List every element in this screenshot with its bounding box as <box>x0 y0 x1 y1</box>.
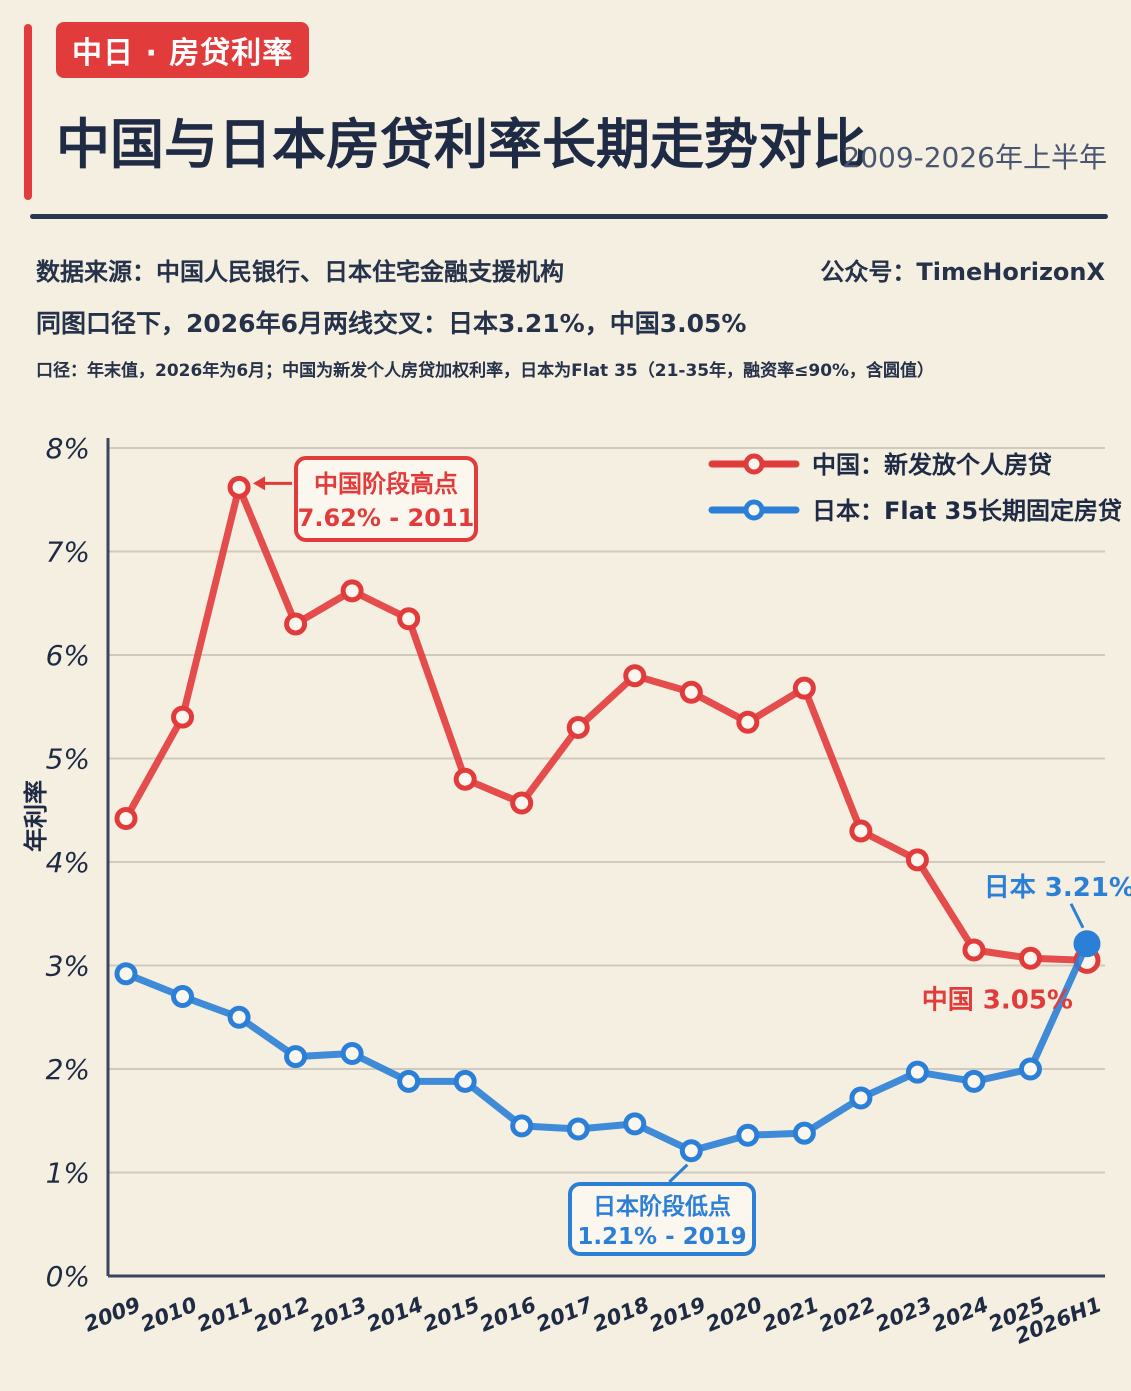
x-tick-label: 2010 <box>137 1292 200 1336</box>
x-tick-labels: 2009201020112012201320142015201620172018… <box>81 1292 1105 1348</box>
annotation-label: 中国阶段高点 <box>314 470 458 498</box>
x-tick-label: 2009 <box>81 1292 144 1336</box>
data-point <box>1073 930 1101 958</box>
data-point <box>679 1139 703 1163</box>
account-label: 公众号：TimeHorizonX <box>820 258 1105 286</box>
x-tick-label: 2014 <box>363 1292 426 1336</box>
data-point <box>1018 946 1042 970</box>
data-point <box>171 985 195 1009</box>
data-point <box>736 710 760 734</box>
legend-entry: 日本：Flat 35长期固定房贷 <box>812 497 1122 525</box>
annotation-box-japan-trough <box>568 1182 756 1256</box>
x-tick-label: 2017 <box>533 1292 597 1336</box>
axes: 年利率 <box>22 438 1105 1278</box>
data-point <box>114 962 138 986</box>
data-point <box>453 767 477 791</box>
annotations: 中国阶段高点 7.62% - 2011 日本阶段低点 1.21% - 2019 日本 3… <box>253 456 1131 1256</box>
annotation-value: 7.62% - 2011 <box>298 504 475 532</box>
y-tick-label: 5% <box>46 743 90 776</box>
y-tick-label: 4% <box>46 846 90 879</box>
y-axis-label: 年利率 <box>22 780 50 852</box>
data-point <box>340 579 364 603</box>
x-tick-label: 2012 <box>250 1292 313 1336</box>
x-tick-label: 2011 <box>194 1292 257 1336</box>
y-tick-label: 3% <box>46 950 90 983</box>
data-point <box>227 475 251 499</box>
data-point <box>340 1041 364 1065</box>
data-point <box>510 791 534 815</box>
data-point <box>905 848 929 872</box>
data-point <box>1018 1057 1042 1081</box>
x-tick-label: 2021 <box>759 1292 822 1336</box>
data-point <box>114 807 138 831</box>
legend-marker <box>743 453 765 475</box>
x-tick-label: 2022 <box>816 1292 879 1336</box>
data-point <box>962 938 986 962</box>
x-tick-label: 2020 <box>703 1292 766 1336</box>
x-tick-label: 2023 <box>872 1292 935 1336</box>
data-point <box>736 1123 760 1147</box>
x-tick-label: 2016 <box>476 1292 539 1336</box>
data-point <box>227 1005 251 1029</box>
y-tick-label: 6% <box>46 639 90 672</box>
accent-bar <box>24 24 32 200</box>
annotation-label-japan-end: 日本 3.21% <box>984 873 1131 903</box>
topic-tag: 中日 · 房贷利率 <box>56 22 310 78</box>
page-title: 中国与日本房贷利率长期走势对比 <box>56 113 866 176</box>
data-point <box>962 1069 986 1093</box>
y-tick-label: 2% <box>46 1053 90 1086</box>
data-point <box>905 1060 929 1084</box>
legend-entry: 中国：新发放个人房贷 <box>812 451 1052 479</box>
x-tick-label: 2018 <box>589 1292 652 1336</box>
data-point <box>397 607 421 631</box>
series-group <box>114 475 1101 1163</box>
data-point <box>679 680 703 704</box>
legend-marker <box>743 499 765 521</box>
data-point <box>623 1112 647 1136</box>
header-divider <box>30 214 1108 219</box>
annotation-arrow <box>668 1163 689 1184</box>
annotation-label-china-end: 中国 3.05% <box>922 985 1073 1015</box>
annotation-value: 1.21% - 2019 <box>577 1224 746 1250</box>
data-point <box>792 676 816 700</box>
data-point <box>284 612 308 636</box>
y-tick-label: 8% <box>46 432 90 465</box>
x-tick-label: 2015 <box>420 1292 483 1336</box>
crossing-note: 同图口径下，2026年6月两线交叉：日本3.21%，中国3.05% <box>36 309 747 338</box>
x-tick-label: 2019 <box>646 1292 709 1336</box>
data-point <box>453 1069 477 1093</box>
y-tick-label: 0% <box>46 1260 90 1293</box>
series-line-1 <box>122 940 1091 1155</box>
method-note: 口径：年末值，2026年为6月；中国为新发个人房贷加权利率，日本为Flat 35… <box>36 361 935 381</box>
data-point <box>792 1121 816 1145</box>
y-tick-label: 1% <box>46 1157 90 1190</box>
data-point <box>849 1086 873 1110</box>
data-point <box>623 664 647 688</box>
grid-lines <box>108 447 1105 1174</box>
x-tick-label: 2013 <box>307 1292 370 1336</box>
x-tick-label: 2024 <box>929 1292 992 1336</box>
page-subtitle: 2009-2026年上半年 <box>842 141 1107 174</box>
data-point <box>284 1045 308 1069</box>
data-point <box>849 819 873 843</box>
y-tick-labels: 0% 1% 2% 3% 4% 5% 6% 7% 8% <box>46 432 90 1293</box>
y-tick-label: 7% <box>46 536 90 569</box>
annotation-box-china-peak <box>294 456 478 542</box>
series-line-0 <box>122 483 1091 964</box>
data-source: 数据来源：中国人民银行、日本住宅金融支援机构 <box>36 258 564 286</box>
data-point <box>171 705 195 729</box>
data-point <box>510 1114 534 1138</box>
data-point <box>566 715 590 739</box>
data-point <box>397 1069 421 1093</box>
annotation-arrow <box>1069 903 1085 929</box>
arrowhead-icon <box>253 476 266 491</box>
annotation-label: 日本阶段低点 <box>593 1193 731 1220</box>
data-point <box>566 1117 590 1141</box>
